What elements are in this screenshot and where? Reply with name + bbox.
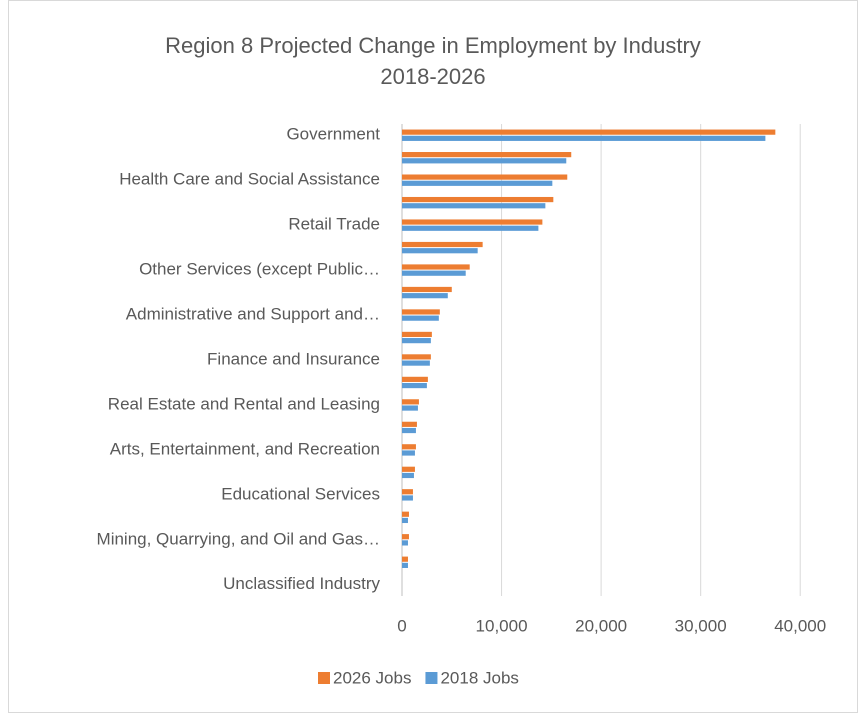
bar (402, 248, 478, 254)
bar (402, 354, 431, 360)
bar (402, 264, 470, 270)
bar (402, 286, 452, 293)
bar (402, 540, 408, 546)
y-tick-label: Retail Trade (288, 215, 380, 234)
bar (402, 556, 408, 562)
y-tick-label: Other Services (except Public… (139, 260, 380, 279)
bar (402, 562, 408, 568)
bar (402, 196, 554, 203)
bar (402, 360, 430, 366)
x-tick-label: 30,000 (675, 616, 727, 635)
bar (402, 129, 776, 135)
y-tick-label: Finance and Insurance (207, 349, 380, 368)
bar (402, 382, 427, 389)
bar (402, 219, 543, 225)
bar (402, 338, 431, 344)
bar (402, 203, 546, 209)
bar (402, 511, 409, 517)
chart-subtitle: 2018-2026 (380, 64, 485, 89)
y-tick-label: Real Estate and Rental and Leasing (108, 394, 380, 413)
bar (402, 309, 440, 315)
bar (402, 450, 415, 456)
y-tick-label: Unclassified Industry (223, 574, 380, 593)
bar (402, 225, 539, 231)
bar (402, 135, 766, 141)
y-tick-label: Health Care and Social Assistance (119, 170, 380, 189)
x-tick-label: 10,000 (476, 616, 528, 635)
y-tick-label: Educational Services (221, 484, 380, 503)
chart-frame (8, 0, 858, 713)
bar (402, 270, 466, 276)
bar (402, 293, 448, 299)
bar (402, 427, 416, 434)
bar (402, 158, 567, 164)
y-tick-label: Government (286, 125, 380, 144)
bar (402, 331, 432, 338)
x-tick-label: 0 (397, 616, 406, 635)
bar (402, 495, 413, 501)
x-tick-label: 40,000 (774, 616, 826, 635)
bar (402, 534, 409, 540)
chart-title: Region 8 Projected Change in Employment … (165, 33, 701, 58)
bar (402, 517, 408, 524)
legend-label: 2026 Jobs (333, 668, 411, 687)
y-tick-label: Arts, Entertainment, and Recreation (110, 439, 380, 458)
bar (402, 174, 568, 180)
bar (402, 444, 416, 450)
bar (402, 376, 428, 382)
bar (402, 152, 572, 158)
legend-label: 2018 Jobs (440, 668, 518, 687)
bar (402, 315, 439, 321)
legend-swatch (425, 672, 438, 684)
bar (402, 466, 415, 472)
bar (402, 405, 418, 411)
bar (402, 421, 417, 427)
bar (402, 472, 414, 479)
legend-swatch (318, 672, 330, 684)
bar (402, 180, 553, 186)
x-tick-label: 20,000 (575, 616, 627, 635)
y-tick-label: Administrative and Support and… (126, 305, 380, 324)
bar (402, 241, 483, 248)
bar (402, 489, 413, 495)
bar (402, 399, 419, 405)
y-tick-label: Mining, Quarrying, and Oil and Gas… (97, 529, 380, 548)
